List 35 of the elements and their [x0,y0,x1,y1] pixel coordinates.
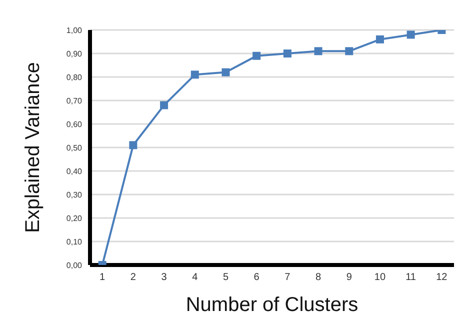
y-tick-label: 0,10 [66,237,83,246]
y-tick-label: 0,90 [66,49,83,58]
y-tick-label: 0,80 [66,72,83,82]
point [160,101,168,110]
x-tick-label: 7 [284,272,291,284]
point [222,68,230,76]
x-tick-label: 2 [130,272,136,284]
x-axis-title: Number of Clusters [186,294,358,316]
y-tick-label: 0,50 [66,143,83,152]
x-tick-label: 4 [192,272,198,284]
y-tick-label: 0,00 [66,260,83,270]
y-tick-label: 0,30 [66,190,83,200]
x-tick-label: 11 [406,272,416,284]
y-tick-label: 0,20 [66,214,83,223]
x-tick-label: 6 [254,272,260,284]
y-tick-label: 0,60 [66,120,83,129]
y-tick-label: 0,40 [66,166,83,176]
x-tick-label: 3 [161,272,168,284]
point [314,47,322,56]
x-tick-label: 12 [436,272,448,284]
point [252,52,261,60]
x-tick-label: 8 [315,272,322,284]
y-tick-label: 0,70 [66,96,83,106]
x-tick-label: 1 [100,272,106,284]
x-tick-label: 9 [346,272,352,284]
point [345,47,354,56]
y-tick-label: 1,00 [66,26,83,35]
x-tick-label: 10 [374,272,386,284]
x-tick-label: 5 [222,272,229,284]
point [376,35,384,44]
y-axis-title: Explained Variance [22,62,44,233]
point [129,141,138,150]
point [406,30,415,39]
point [283,50,292,58]
point [190,70,199,79]
